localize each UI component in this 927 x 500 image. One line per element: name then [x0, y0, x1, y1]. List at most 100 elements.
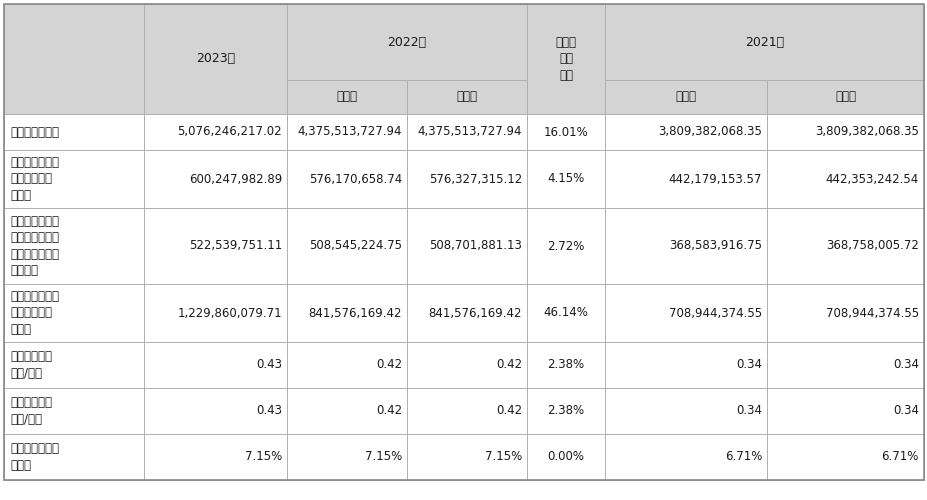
Bar — [4, 208, 144, 284]
Bar — [286, 208, 407, 284]
Text: 0.43: 0.43 — [256, 404, 282, 417]
Bar — [407, 284, 527, 342]
Text: 调整前: 调整前 — [337, 90, 357, 104]
Bar — [286, 114, 407, 150]
Bar — [767, 114, 923, 150]
Bar — [4, 284, 144, 342]
Text: 本年比
上年
增减: 本年比 上年 增减 — [555, 36, 576, 82]
Text: 归属于上市公司
股东的扣除非经
常性损益的净利
润（元）: 归属于上市公司 股东的扣除非经 常性损益的净利 润（元） — [10, 215, 59, 277]
Bar — [286, 80, 407, 114]
Text: 841,576,169.42: 841,576,169.42 — [308, 306, 401, 320]
Bar — [407, 388, 527, 434]
Bar — [604, 114, 767, 150]
Text: 708,944,374.55: 708,944,374.55 — [668, 306, 761, 320]
Text: 522,539,751.11: 522,539,751.11 — [188, 240, 282, 252]
Bar — [604, 150, 767, 208]
Text: 0.42: 0.42 — [375, 404, 401, 417]
Text: 46.14%: 46.14% — [543, 306, 588, 320]
Bar — [144, 4, 286, 114]
Bar — [767, 388, 923, 434]
Bar — [286, 434, 407, 480]
Text: 442,353,242.54: 442,353,242.54 — [825, 172, 918, 186]
Text: 368,583,916.75: 368,583,916.75 — [668, 240, 761, 252]
Text: 368,758,005.72: 368,758,005.72 — [825, 240, 918, 252]
Text: 0.43: 0.43 — [256, 358, 282, 372]
Text: 3,809,382,068.35: 3,809,382,068.35 — [814, 126, 918, 138]
Text: 2021年: 2021年 — [744, 36, 783, 49]
Text: 0.34: 0.34 — [892, 358, 918, 372]
Text: 3,809,382,068.35: 3,809,382,068.35 — [657, 126, 761, 138]
Text: 0.34: 0.34 — [735, 358, 761, 372]
Bar — [286, 4, 527, 80]
Text: 508,701,881.13: 508,701,881.13 — [428, 240, 522, 252]
Text: 营业收入（元）: 营业收入（元） — [10, 126, 59, 138]
Bar — [527, 114, 604, 150]
Bar — [527, 434, 604, 480]
Bar — [407, 434, 527, 480]
Bar — [604, 80, 767, 114]
Text: 2.38%: 2.38% — [547, 358, 584, 372]
Text: 基本每股收益
（元/股）: 基本每股收益 （元/股） — [10, 350, 52, 380]
Bar — [407, 80, 527, 114]
Bar — [144, 342, 286, 388]
Bar — [527, 342, 604, 388]
Bar — [4, 114, 144, 150]
Text: 调整后: 调整后 — [456, 90, 477, 104]
Text: 6.71%: 6.71% — [724, 450, 761, 464]
Text: 4.15%: 4.15% — [547, 172, 584, 186]
Bar — [286, 342, 407, 388]
Text: 7.15%: 7.15% — [484, 450, 522, 464]
Bar — [407, 114, 527, 150]
Text: 7.15%: 7.15% — [364, 450, 401, 464]
Bar — [527, 284, 604, 342]
Bar — [767, 342, 923, 388]
Text: 4,375,513,727.94: 4,375,513,727.94 — [298, 126, 401, 138]
Bar — [767, 150, 923, 208]
Text: 1,229,860,079.71: 1,229,860,079.71 — [177, 306, 282, 320]
Text: 调整前: 调整前 — [675, 90, 696, 104]
Bar — [144, 284, 286, 342]
Text: 16.01%: 16.01% — [543, 126, 588, 138]
Text: 归属于上市公司
股东的净利润
（元）: 归属于上市公司 股东的净利润 （元） — [10, 156, 59, 202]
Bar — [604, 342, 767, 388]
Bar — [527, 208, 604, 284]
Text: 600,247,982.89: 600,247,982.89 — [188, 172, 282, 186]
Text: 稀释每股收益
（元/股）: 稀释每股收益 （元/股） — [10, 396, 52, 426]
Bar — [767, 208, 923, 284]
Text: 2.72%: 2.72% — [547, 240, 584, 252]
Bar — [4, 4, 144, 114]
Bar — [286, 284, 407, 342]
Bar — [604, 4, 923, 80]
Text: 调整后: 调整后 — [834, 90, 855, 104]
Bar — [144, 208, 286, 284]
Bar — [527, 150, 604, 208]
Text: 0.34: 0.34 — [735, 404, 761, 417]
Text: 576,327,315.12: 576,327,315.12 — [428, 172, 522, 186]
Text: 加权平均净资产
收益率: 加权平均净资产 收益率 — [10, 442, 59, 472]
Bar — [144, 388, 286, 434]
Bar — [767, 80, 923, 114]
Bar — [767, 284, 923, 342]
Bar — [4, 434, 144, 480]
Text: 0.34: 0.34 — [892, 404, 918, 417]
Bar — [527, 388, 604, 434]
Text: 0.42: 0.42 — [495, 404, 522, 417]
Bar — [144, 434, 286, 480]
Text: 2022年: 2022年 — [387, 36, 426, 49]
Text: 576,170,658.74: 576,170,658.74 — [309, 172, 401, 186]
Text: 508,545,224.75: 508,545,224.75 — [309, 240, 401, 252]
Text: 5,076,246,217.02: 5,076,246,217.02 — [177, 126, 282, 138]
Bar — [286, 388, 407, 434]
Bar — [286, 150, 407, 208]
Bar — [4, 150, 144, 208]
Text: 841,576,169.42: 841,576,169.42 — [428, 306, 522, 320]
Text: 经营活动产生的
现金流量净额
（元）: 经营活动产生的 现金流量净额 （元） — [10, 290, 59, 336]
Text: 0.42: 0.42 — [495, 358, 522, 372]
Bar — [144, 150, 286, 208]
Bar — [4, 388, 144, 434]
Bar — [407, 342, 527, 388]
Text: 442,179,153.57: 442,179,153.57 — [668, 172, 761, 186]
Bar — [604, 284, 767, 342]
Bar — [767, 434, 923, 480]
Bar — [527, 4, 604, 114]
